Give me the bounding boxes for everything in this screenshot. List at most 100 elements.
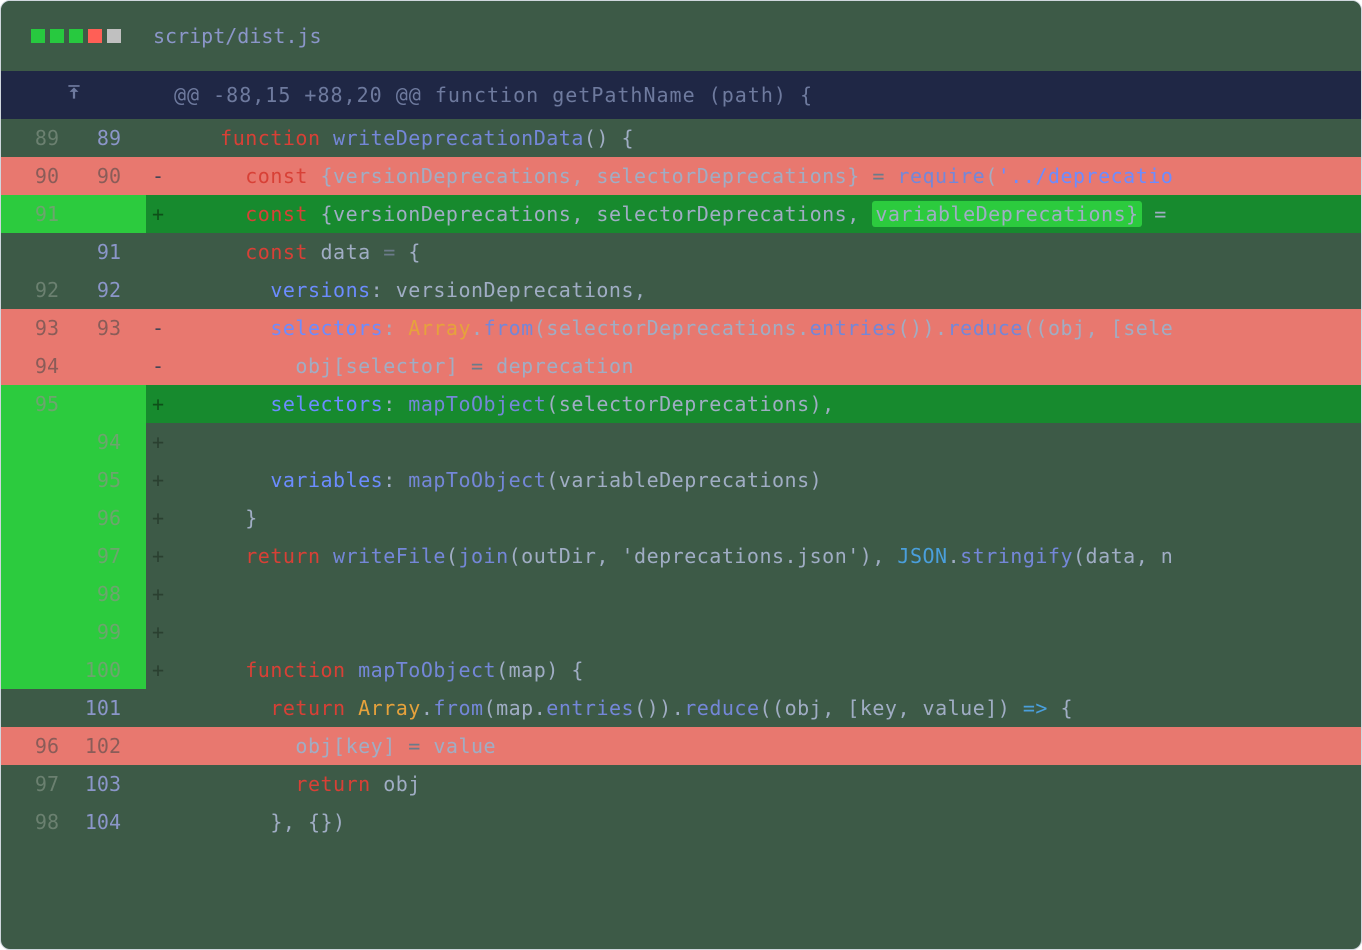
- diff-marker: -: [146, 347, 170, 385]
- diff-marker: [146, 727, 170, 765]
- diff-marker: [146, 765, 170, 803]
- line-number-old: 89: [1, 126, 63, 150]
- diffstat-neutral-dot: [107, 29, 121, 43]
- line-number-new: 90: [63, 164, 125, 188]
- line-number-new: 93: [63, 316, 125, 340]
- code-content[interactable]: const {versionDeprecations, selectorDepr…: [170, 195, 1361, 233]
- line-gutter[interactable]: 95: [1, 461, 146, 499]
- line-gutter[interactable]: 98: [1, 575, 146, 613]
- diff-line: 98104 }, {}): [1, 803, 1361, 841]
- file-header: script/dist.js: [1, 1, 1361, 71]
- diff-line: 94 - obj[selector] = deprecation: [1, 347, 1361, 385]
- code-content[interactable]: }: [170, 499, 1361, 537]
- diff-line: 8989 function writeDeprecationData() {: [1, 119, 1361, 157]
- code-content[interactable]: return writeFile(join(outDir, 'deprecati…: [170, 537, 1361, 575]
- diff-marker: +: [146, 195, 170, 233]
- line-number-new: 102: [63, 734, 125, 758]
- diff-marker: -: [146, 157, 170, 195]
- diffstat-added-dot: [31, 29, 45, 43]
- diff-marker: [146, 689, 170, 727]
- line-gutter[interactable]: 8989: [1, 119, 146, 157]
- diff-marker: +: [146, 613, 170, 651]
- diff-line: 96+ }: [1, 499, 1361, 537]
- line-number-old: 91: [1, 202, 63, 226]
- diff-window: script/dist.js @@ -88,15 +88,20 @@ funct…: [0, 0, 1362, 950]
- file-path[interactable]: script/dist.js: [153, 24, 322, 48]
- line-number-new: 101: [63, 696, 125, 720]
- line-gutter[interactable]: 94: [1, 423, 146, 461]
- line-number-old: 94: [1, 354, 63, 378]
- line-number-new: 99: [63, 620, 125, 644]
- code-content[interactable]: variables: mapToObject(variableDeprecati…: [170, 461, 1361, 499]
- hunk-header: @@ -88,15 +88,20 @@ function getPathName…: [1, 71, 1361, 119]
- code-content[interactable]: const data = {: [170, 233, 1361, 271]
- diff-line: 98+: [1, 575, 1361, 613]
- code-content[interactable]: [170, 575, 1361, 613]
- diff-line: 101 return Array.from(map.entries()).red…: [1, 689, 1361, 727]
- code-content[interactable]: return Array.from(map.entries()).reduce(…: [170, 689, 1361, 727]
- diff-marker: [146, 803, 170, 841]
- diff-marker: [146, 119, 170, 157]
- code-content[interactable]: const {versionDeprecations, selectorDepr…: [170, 157, 1361, 195]
- line-gutter[interactable]: 97103: [1, 765, 146, 803]
- line-gutter[interactable]: 101: [1, 689, 146, 727]
- expand-gutter[interactable]: [1, 84, 146, 107]
- code-content[interactable]: versions: versionDeprecations,: [170, 271, 1361, 309]
- diff-marker: +: [146, 385, 170, 423]
- line-gutter[interactable]: 9393: [1, 309, 146, 347]
- diff-marker: +: [146, 461, 170, 499]
- line-gutter[interactable]: 100: [1, 651, 146, 689]
- line-gutter[interactable]: 96102: [1, 727, 146, 765]
- diff-marker: +: [146, 651, 170, 689]
- code-content[interactable]: selectors: Array.from(selectorDeprecatio…: [170, 309, 1361, 347]
- line-gutter[interactable]: 96: [1, 499, 146, 537]
- line-number-new: 89: [63, 126, 125, 150]
- line-number-new: 92: [63, 278, 125, 302]
- line-gutter[interactable]: 99: [1, 613, 146, 651]
- code-content[interactable]: selectors: mapToObject(selectorDeprecati…: [170, 385, 1361, 423]
- line-number-new: 94: [63, 430, 125, 454]
- code-content[interactable]: [170, 613, 1361, 651]
- line-gutter[interactable]: 9090: [1, 157, 146, 195]
- diff-marker: [146, 271, 170, 309]
- diffstat-added-dot: [69, 29, 83, 43]
- diff-marker: +: [146, 575, 170, 613]
- expand-up-icon: [65, 84, 83, 107]
- line-number-old: 97: [1, 772, 63, 796]
- line-number-old: 95: [1, 392, 63, 416]
- diff-line: 9393- selectors: Array.from(selectorDepr…: [1, 309, 1361, 347]
- code-content[interactable]: [170, 423, 1361, 461]
- line-number-old: 96: [1, 734, 63, 758]
- code-content[interactable]: }, {}): [170, 803, 1361, 841]
- diff-line: 91 + const {versionDeprecations, selector…: [1, 195, 1361, 233]
- line-gutter[interactable]: 98104: [1, 803, 146, 841]
- line-number-old: 92: [1, 278, 63, 302]
- code-content[interactable]: function mapToObject(map) {: [170, 651, 1361, 689]
- line-gutter[interactable]: 95: [1, 385, 146, 423]
- line-number-new: 96: [63, 506, 125, 530]
- code-content[interactable]: function writeDeprecationData() {: [170, 119, 1361, 157]
- code-content[interactable]: obj[selector] = deprecation: [170, 347, 1361, 385]
- line-gutter[interactable]: 9292: [1, 271, 146, 309]
- diffstat-removed-dot: [88, 29, 102, 43]
- line-gutter[interactable]: 97: [1, 537, 146, 575]
- diff-lines: 8989 function writeDeprecationData() {90…: [1, 119, 1361, 841]
- code-content[interactable]: return obj: [170, 765, 1361, 803]
- code-content[interactable]: obj[key] = value: [170, 727, 1361, 765]
- diff-marker: -: [146, 309, 170, 347]
- diffstat-dots: [31, 29, 121, 43]
- diff-line: 9292 versions: versionDeprecations,: [1, 271, 1361, 309]
- diff-line: 99 +: [1, 613, 1361, 651]
- diff-marker: [146, 233, 170, 271]
- line-number-old: 93: [1, 316, 63, 340]
- diff-line: 97103 return obj: [1, 765, 1361, 803]
- line-gutter[interactable]: 91: [1, 195, 146, 233]
- diff-line: 9090- const {versionDeprecations, select…: [1, 157, 1361, 195]
- line-number-new: 91: [63, 240, 125, 264]
- hunk-info: @@ -88,15 +88,20 @@ function getPathName…: [146, 83, 813, 107]
- line-gutter[interactable]: 94: [1, 347, 146, 385]
- line-gutter[interactable]: 91: [1, 233, 146, 271]
- diff-line: 96102 obj[key] = value: [1, 727, 1361, 765]
- diff-line: 95 + selectors: mapToObject(selectorDepre…: [1, 385, 1361, 423]
- diff-line: 91 const data = {: [1, 233, 1361, 271]
